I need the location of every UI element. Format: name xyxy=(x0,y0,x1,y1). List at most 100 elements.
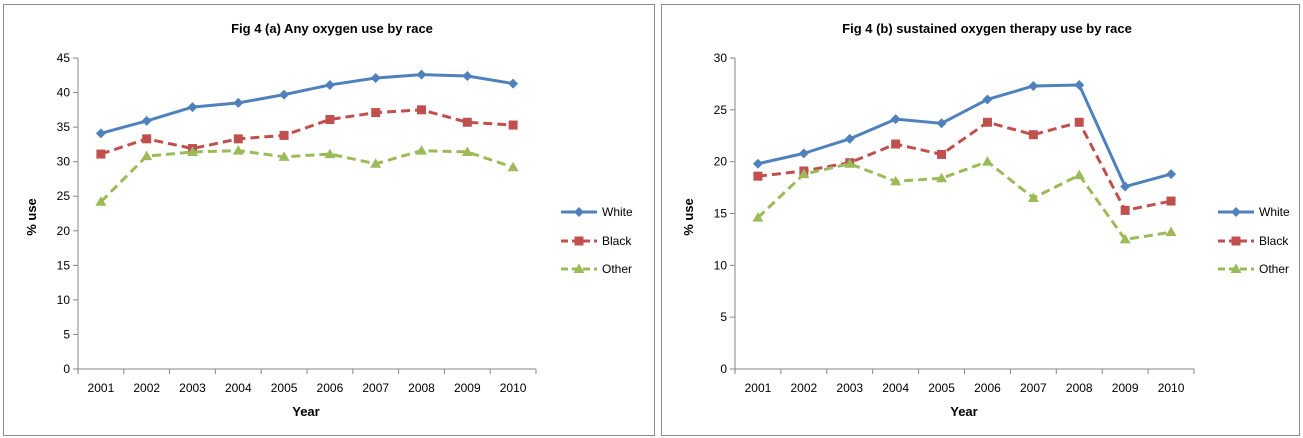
data-point-white xyxy=(752,158,763,169)
x-tick-label: 2007 xyxy=(362,381,389,395)
series-line-white xyxy=(757,83,1172,189)
legend-label-white: White xyxy=(602,205,633,219)
y-axis-title: % use xyxy=(681,198,696,236)
x-tick-label: 2010 xyxy=(1158,381,1185,395)
data-point-other xyxy=(1119,233,1131,244)
y-tick-label: 10 xyxy=(714,258,728,272)
data-point-white xyxy=(416,69,427,80)
y-tick-label: 45 xyxy=(57,51,71,65)
data-point-black xyxy=(417,105,426,115)
x-tick-label: 2009 xyxy=(454,381,481,395)
data-point-other xyxy=(1027,192,1039,202)
data-point-other xyxy=(507,161,519,172)
data-point-other xyxy=(324,148,336,159)
x-tick-label: 2004 xyxy=(882,381,909,395)
data-point-white xyxy=(324,79,335,90)
data-point-other xyxy=(461,146,473,156)
data-point-white xyxy=(187,102,198,113)
data-point-black xyxy=(96,149,106,159)
chart-a-svg: Fig 4 (a) Any oxygen use by race 0 5 10 15 20… xyxy=(24,21,633,419)
y-tick-label: 20 xyxy=(714,155,728,169)
data-point-white xyxy=(982,94,993,105)
data-point-white xyxy=(1120,181,1131,192)
data-point-other xyxy=(187,146,198,156)
y-tick-label: 0 xyxy=(720,362,727,376)
x-tick-label: 2002 xyxy=(790,381,817,395)
chart-b-svg: Fig 4 (b) sustained oxygen therapy use b… xyxy=(681,21,1290,419)
series-black xyxy=(96,105,518,159)
data-point-other xyxy=(141,150,153,161)
chart-panel-a: Fig 4 (a) Any oxygen use by race 0 5 10 15 20… xyxy=(3,4,655,436)
chart-title: Fig 4 (a) Any oxygen use by race xyxy=(231,21,433,36)
series-other xyxy=(752,156,1177,244)
y-tick-label: 10 xyxy=(57,293,71,307)
data-point-other xyxy=(1073,169,1085,180)
legend-marker-black xyxy=(574,236,584,246)
data-point-black xyxy=(753,171,763,181)
data-point-white xyxy=(279,89,290,100)
data-point-other xyxy=(416,145,427,155)
y-tick-label: 25 xyxy=(714,103,728,117)
x-tick-label: 2002 xyxy=(133,381,160,395)
x-tick-label: 2007 xyxy=(1020,381,1047,395)
series-line-other xyxy=(756,160,1172,241)
y-tick-label: 30 xyxy=(714,51,728,65)
x-tick-label: 2003 xyxy=(836,381,863,395)
series-white xyxy=(752,79,1177,192)
data-point-other xyxy=(278,151,290,161)
data-point-other xyxy=(232,145,244,155)
data-point-black xyxy=(982,117,992,127)
x-tick-label: 2008 xyxy=(1066,381,1093,395)
y-tick-label: 15 xyxy=(714,207,728,221)
y-tick-label: 0 xyxy=(63,362,70,376)
data-point-black xyxy=(1120,205,1130,215)
data-point-black xyxy=(891,139,901,149)
x-tick-label: 2005 xyxy=(271,381,298,395)
legend-label-white: White xyxy=(1259,205,1290,219)
series-black xyxy=(753,117,1176,215)
chart-title: Fig 4 (b) sustained oxygen therapy use b… xyxy=(842,21,1132,36)
y-tick-label: 5 xyxy=(720,310,727,324)
x-tick-label: 2010 xyxy=(500,381,527,395)
data-point-black xyxy=(1074,117,1084,127)
series-line-black xyxy=(100,108,514,156)
x-tick-label: 2008 xyxy=(408,381,435,395)
data-point-white xyxy=(508,78,519,89)
data-point-other xyxy=(370,158,382,168)
data-point-white xyxy=(844,133,855,144)
x-tick-label: 2005 xyxy=(928,381,955,395)
data-point-other xyxy=(798,168,810,179)
legend-label-black: Black xyxy=(602,234,632,248)
data-point-black xyxy=(937,149,947,159)
data-point-white xyxy=(890,114,901,125)
y-tick-label: 20 xyxy=(57,224,71,238)
legend-label-other: Other xyxy=(602,262,632,276)
x-tick-label: 2001 xyxy=(745,381,772,395)
x-tick-label: 2004 xyxy=(225,381,252,395)
data-point-white xyxy=(233,97,244,108)
data-point-other xyxy=(936,172,948,183)
series-line-white xyxy=(100,73,514,135)
legend-label-black: Black xyxy=(1259,234,1289,248)
data-point-other xyxy=(95,196,107,206)
chart-panel-b: Fig 4 (b) sustained oxygen therapy use b… xyxy=(661,4,1300,436)
x-tick-label: 2003 xyxy=(179,381,206,395)
legend-marker-other xyxy=(1230,263,1242,273)
data-point-other xyxy=(752,212,764,222)
y-tick-label: 40 xyxy=(57,86,71,100)
x-tick-label: 2009 xyxy=(1112,381,1139,395)
data-point-white xyxy=(1074,79,1085,90)
data-point-white xyxy=(141,115,152,126)
data-point-black xyxy=(371,108,381,118)
data-point-other xyxy=(981,156,993,166)
x-tick-label: 2006 xyxy=(974,381,1001,395)
series-line-black xyxy=(757,120,1172,212)
y-tick-label: 35 xyxy=(57,120,71,134)
y-tick-label: 30 xyxy=(57,155,71,169)
y-tick-label: 15 xyxy=(57,258,71,272)
data-point-black xyxy=(325,115,335,125)
data-point-black xyxy=(1028,130,1038,140)
data-point-white xyxy=(462,70,473,81)
data-point-black xyxy=(279,130,289,140)
data-point-black xyxy=(508,120,518,130)
